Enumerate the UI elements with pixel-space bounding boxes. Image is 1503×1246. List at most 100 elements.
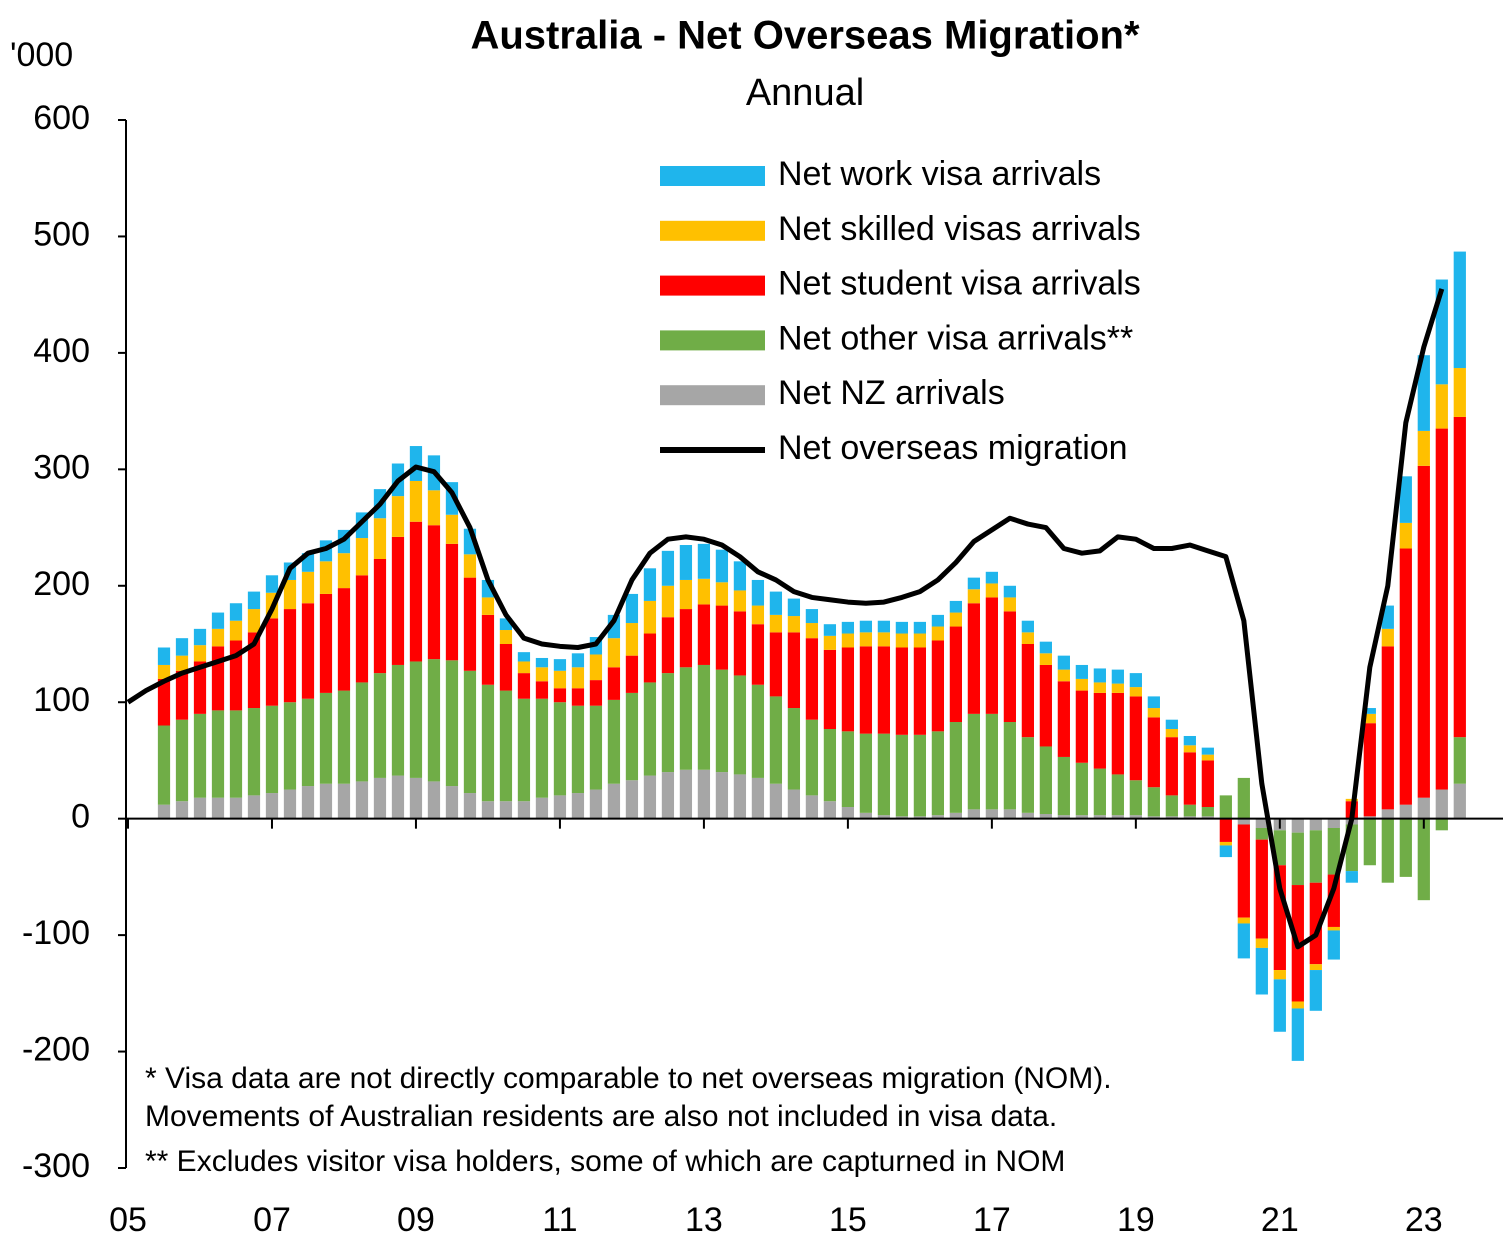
bar-segment bbox=[913, 647, 927, 735]
bar-segment bbox=[355, 575, 369, 683]
bar-segment bbox=[553, 688, 567, 703]
bar-segment bbox=[589, 705, 603, 790]
bar-segment bbox=[553, 659, 567, 671]
bar-segment bbox=[1039, 746, 1052, 815]
bar-segment bbox=[481, 684, 495, 802]
bar-segment bbox=[1273, 970, 1286, 980]
bar-segment bbox=[571, 667, 585, 689]
bar-segment bbox=[1345, 871, 1358, 883]
bar-segment bbox=[697, 604, 711, 665]
bar-segment bbox=[193, 645, 207, 662]
bar-segment bbox=[1021, 644, 1034, 738]
y-tick-label: 200 bbox=[33, 565, 90, 603]
bar-segment bbox=[1291, 832, 1304, 886]
bar-segment bbox=[175, 719, 189, 802]
bar-segment bbox=[1237, 917, 1250, 924]
bar-segment bbox=[1165, 795, 1178, 817]
bar-segment bbox=[841, 731, 855, 808]
legend-label: Net student visa arrivals bbox=[778, 265, 1141, 303]
bar-segment bbox=[1273, 979, 1286, 1032]
bar-segment bbox=[193, 713, 207, 798]
bar-segment bbox=[859, 733, 873, 813]
bar-segment bbox=[607, 783, 621, 819]
bar-segment bbox=[1039, 664, 1052, 747]
bar-segment bbox=[157, 804, 171, 819]
bar-segment bbox=[409, 661, 423, 778]
bar-segment bbox=[427, 659, 441, 782]
bar-segment bbox=[535, 797, 549, 819]
bar-segment bbox=[571, 653, 585, 668]
bar-segment bbox=[1219, 795, 1232, 819]
bar-segment bbox=[1057, 815, 1070, 819]
bar-segment bbox=[247, 708, 261, 796]
bar-segment bbox=[229, 620, 243, 641]
bar-segment bbox=[481, 801, 495, 819]
bar-segment bbox=[985, 583, 998, 598]
bar-segment bbox=[1417, 465, 1430, 798]
bar-segment bbox=[1147, 708, 1160, 718]
bar-segment bbox=[1183, 804, 1196, 817]
bar-segment bbox=[463, 670, 477, 794]
bar-segment bbox=[1003, 585, 1016, 598]
bar-segment bbox=[1363, 818, 1376, 866]
x-tick-label: 09 bbox=[397, 1201, 435, 1239]
bar-segment bbox=[1075, 664, 1088, 679]
bar-segment bbox=[535, 667, 549, 682]
bar-segment bbox=[1093, 692, 1106, 769]
bar-segment bbox=[751, 777, 765, 819]
bar-segment bbox=[517, 698, 531, 802]
bar-segment bbox=[823, 649, 837, 730]
bar-segment bbox=[283, 579, 297, 610]
bar-segment bbox=[1111, 692, 1124, 775]
bar-segment bbox=[1129, 696, 1142, 781]
bar-segment bbox=[949, 626, 962, 723]
bar-segment bbox=[553, 670, 567, 689]
bar-segment bbox=[1381, 628, 1394, 647]
bar-segment bbox=[1111, 774, 1124, 816]
bar-segment bbox=[1237, 818, 1250, 825]
legend-swatch bbox=[660, 220, 765, 241]
bar-segment bbox=[481, 597, 495, 615]
bar-segment bbox=[319, 783, 333, 819]
bar-segment bbox=[1201, 816, 1214, 819]
bar-segment bbox=[787, 616, 801, 633]
bar-segment bbox=[625, 593, 639, 624]
bar-segment bbox=[877, 632, 891, 647]
bar-segment bbox=[157, 678, 171, 726]
y-tick-label: 0 bbox=[71, 798, 90, 836]
bar-segment bbox=[841, 807, 855, 819]
bar-segment bbox=[1453, 368, 1466, 417]
bar-segment bbox=[319, 561, 333, 594]
bar-segment bbox=[211, 612, 225, 629]
bar-segment bbox=[805, 719, 819, 796]
bar-segment bbox=[1111, 683, 1124, 693]
bar-segment bbox=[247, 609, 261, 633]
bar-segment bbox=[823, 801, 837, 819]
bar-segment bbox=[841, 633, 855, 648]
bar-segment bbox=[463, 793, 477, 819]
bar-segment bbox=[715, 772, 729, 819]
bar-segment bbox=[211, 646, 225, 711]
bar-segment bbox=[679, 609, 693, 668]
bar-segment bbox=[913, 633, 927, 648]
bar-segment bbox=[1399, 522, 1412, 549]
bar-segment bbox=[697, 664, 711, 770]
bar-segment bbox=[391, 496, 405, 537]
bar-segment bbox=[535, 681, 549, 699]
bar-segment bbox=[301, 786, 315, 819]
bar-segment bbox=[769, 783, 783, 819]
bar-segment bbox=[1129, 780, 1142, 816]
bar-segment bbox=[1183, 735, 1196, 746]
bar-segment bbox=[949, 722, 962, 813]
bar-segment bbox=[967, 577, 980, 590]
bar-segment bbox=[373, 558, 387, 674]
bar-segment bbox=[265, 618, 279, 706]
bar-segment bbox=[1435, 818, 1448, 831]
bar-segment bbox=[1309, 830, 1322, 883]
bar-segment bbox=[607, 638, 621, 668]
bar-segment bbox=[175, 801, 189, 819]
bar-segment bbox=[1417, 797, 1430, 819]
bar-segment bbox=[679, 545, 693, 580]
bar-segment bbox=[571, 688, 585, 706]
bar-segment bbox=[1021, 632, 1034, 644]
